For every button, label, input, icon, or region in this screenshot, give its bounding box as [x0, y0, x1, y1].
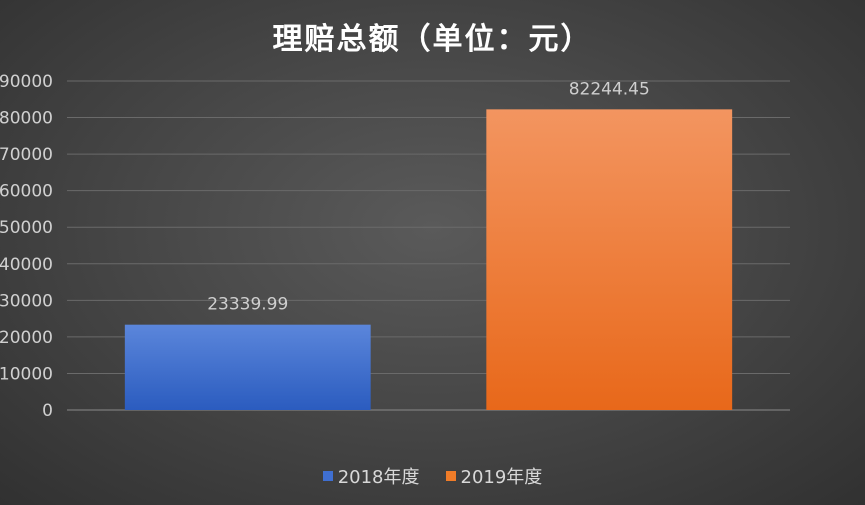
- y-tick-label: 0: [42, 401, 53, 421]
- y-tick-label: 50000: [0, 218, 53, 238]
- y-tick-label: 40000: [0, 255, 53, 275]
- y-tick-label: 70000: [0, 145, 53, 165]
- legend-swatch-2018: [322, 471, 333, 481]
- legend-swatch-2019: [445, 471, 456, 481]
- legend-label-2019: 2019年度: [460, 467, 543, 488]
- bar-0[interactable]: [124, 324, 371, 410]
- y-tick-label: 90000: [0, 72, 53, 92]
- y-tick-label: 80000: [0, 109, 53, 129]
- legend-item-2018[interactable]: 2018年度: [322, 463, 420, 489]
- data-label-0: 23339.99: [207, 295, 288, 315]
- bar-1[interactable]: [486, 109, 733, 411]
- y-tick-label: 20000: [0, 328, 53, 348]
- data-label-1: 82244.45: [569, 79, 650, 99]
- legend: 2018年度 2019年度: [0, 463, 865, 489]
- legend-label-2018: 2018年度: [337, 467, 420, 488]
- chart-title: 理赔总额（单位：元）: [272, 22, 593, 57]
- y-tick-label: 30000: [0, 291, 53, 311]
- y-tick-label: 10000: [0, 364, 53, 384]
- legend-item-2019[interactable]: 2019年度: [445, 463, 543, 489]
- y-tick-label: 60000: [0, 182, 53, 202]
